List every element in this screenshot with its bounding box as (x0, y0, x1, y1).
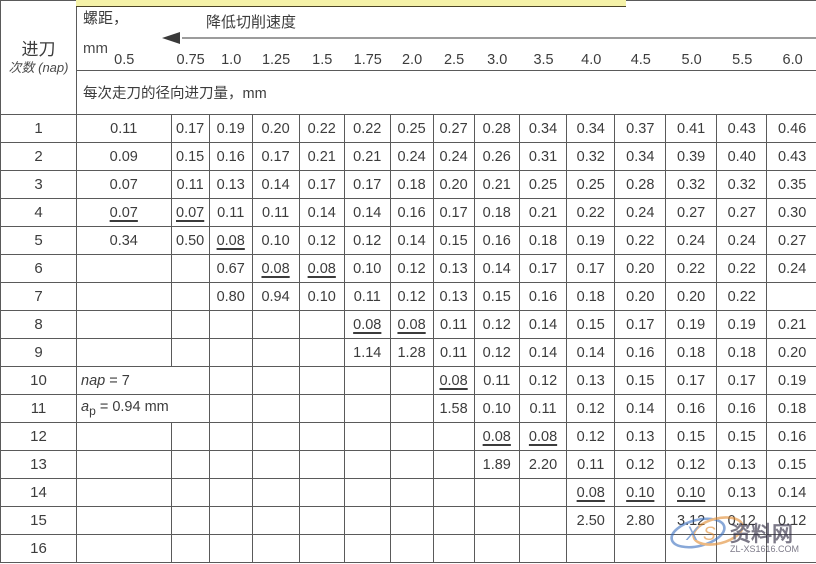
svg-text:X: X (685, 524, 700, 545)
svg-text:ZL-XS1616.COM: ZL-XS1616.COM (730, 544, 799, 554)
svg-text:S: S (703, 524, 716, 545)
svg-text:资料网: 资料网 (730, 523, 793, 546)
